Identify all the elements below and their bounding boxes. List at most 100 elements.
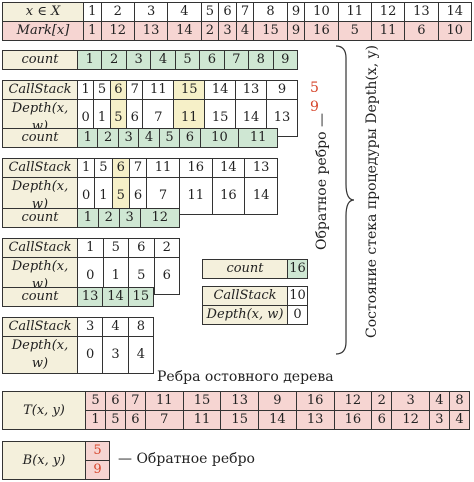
- t-cell: 12: [333, 391, 373, 411]
- callstack-cell: 7: [128, 158, 148, 178]
- t-cell: 11: [182, 410, 222, 430]
- depth-label: Depth(x, w): [202, 305, 288, 325]
- callstack-cell: 1: [76, 158, 96, 178]
- stack-state-vertical-label: Состояние стека процедуры Depth(x, y): [364, 45, 380, 338]
- callstack-cell: 6: [128, 238, 155, 258]
- t-cell: 6: [104, 391, 126, 411]
- count-cell: 2: [97, 128, 119, 148]
- x-cell: 12: [370, 2, 406, 22]
- depth-cell: 15: [204, 99, 237, 137]
- count-cell: 12: [139, 208, 181, 228]
- x-cell: 4: [167, 2, 202, 22]
- callstack-cell: 6: [109, 80, 128, 100]
- count-cell: 10: [199, 128, 240, 148]
- t-cell: 15: [220, 410, 260, 430]
- t-cell: 9: [258, 391, 297, 411]
- t-cell: 5: [85, 391, 106, 411]
- callstack-cell: 14: [211, 158, 246, 178]
- depth-cell: 1: [94, 177, 113, 215]
- t-cell: 4: [448, 410, 471, 430]
- x-cell: 6: [218, 2, 237, 22]
- x-cell: 11: [337, 2, 372, 22]
- depth-cell: 5: [109, 99, 128, 137]
- stack-table-5: CallStack 10 Depth(x, w) 0: [202, 286, 308, 325]
- count-label: count: [2, 128, 78, 148]
- callstack-label: CallStack: [2, 238, 78, 258]
- b-cell: 5: [85, 441, 110, 461]
- t-cell: 3: [428, 410, 450, 430]
- count-table-2: count 1 2 3 4 5 6 10 11: [2, 128, 278, 148]
- t-cell: 3: [391, 391, 430, 411]
- depth-cell: 0: [76, 99, 95, 137]
- x-cell: 8: [253, 2, 288, 22]
- mark-cell: 9: [286, 21, 306, 41]
- count-cell: 15: [127, 287, 155, 307]
- t-cell: 15: [182, 391, 222, 411]
- spanning-tree-title: Ребра остовного дерева: [157, 369, 334, 385]
- callstack-label: CallStack: [2, 80, 78, 100]
- callstack-cell: 11: [142, 80, 175, 100]
- callstack-cell: 1: [77, 238, 104, 258]
- callstack-cell: 6: [111, 158, 130, 178]
- count-cell: 9: [272, 50, 298, 70]
- x-cell: 7: [235, 2, 255, 22]
- callstack-cell: 10: [287, 286, 308, 306]
- count-cell: 3: [118, 208, 141, 228]
- count-cell: 6: [199, 50, 225, 70]
- callstack-cell: 5: [94, 158, 113, 178]
- depth-cell: 14: [244, 177, 278, 215]
- back-edge-side-top: 5: [310, 80, 319, 96]
- count-table-3: count 1 2 3 12: [2, 208, 181, 228]
- depth-cell: 11: [178, 177, 213, 215]
- back-edge-label: — Обратное ребро: [118, 451, 255, 467]
- x-cell: 9: [286, 2, 306, 22]
- t-cell: 11: [144, 391, 184, 411]
- t-cell: 8: [448, 391, 471, 411]
- callstack-label: CallStack: [2, 158, 78, 178]
- count-cell: 5: [174, 50, 201, 70]
- callstack-cell: 7: [126, 80, 144, 100]
- count-table-4: count 13 14 15: [2, 287, 155, 307]
- mark-cell: 10: [437, 21, 473, 41]
- callstack-cell: 8: [127, 317, 155, 337]
- x-cell: 5: [200, 2, 220, 22]
- t-cell: 13: [220, 391, 260, 411]
- x-row: x ∈ X 1 2 3 4 5 6 7 8 9 10 11 12 13 14: [2, 2, 473, 22]
- callstack-cell: 16: [178, 158, 213, 178]
- count-label: count: [2, 50, 78, 70]
- callstack-cell: 2: [153, 238, 180, 258]
- stack-state-brace: [335, 45, 355, 355]
- b-cell: 9: [85, 460, 110, 480]
- callstack-cell: 14: [204, 80, 237, 100]
- t-cell: 7: [144, 410, 184, 430]
- count-cell: 14: [102, 287, 129, 307]
- t-cell: 5: [104, 410, 126, 430]
- depth-cell: 0: [287, 305, 308, 325]
- callstack-cell: 5: [93, 80, 111, 100]
- back-edge-side-bottom: 9: [310, 99, 319, 115]
- mark-cell: 3: [218, 21, 237, 41]
- count-cell: 7: [223, 50, 250, 70]
- depth-cell: 0: [76, 177, 96, 215]
- callstack-cell: 13: [235, 80, 267, 100]
- callstack-cell: 3: [76, 317, 104, 337]
- callstack-label: CallStack: [2, 317, 78, 337]
- count-cell: 16: [287, 259, 308, 279]
- count-cell: 2: [101, 50, 127, 70]
- t-cell: 14: [258, 410, 297, 430]
- callstack-cell: 4: [102, 317, 129, 337]
- count-cell: 4: [138, 128, 160, 148]
- count-cell: 1: [77, 208, 99, 228]
- mark-row: Mark[x] 1 12 13 14 2 3 4 15 9 16 5 11 6 …: [2, 21, 473, 41]
- t-cell: 13: [295, 410, 335, 430]
- x-cell: 14: [437, 2, 473, 22]
- t-cell: 16: [333, 410, 373, 430]
- mark-cell: 6: [404, 21, 439, 41]
- count-cell: 8: [248, 50, 274, 70]
- depth-cell: 3: [102, 336, 129, 374]
- x-cell: 10: [304, 2, 339, 22]
- depth-label: Depth(x, w): [2, 336, 78, 374]
- count-cell: 2: [97, 208, 120, 228]
- depth-cell: 6: [128, 177, 148, 215]
- count-cell: 6: [179, 128, 201, 148]
